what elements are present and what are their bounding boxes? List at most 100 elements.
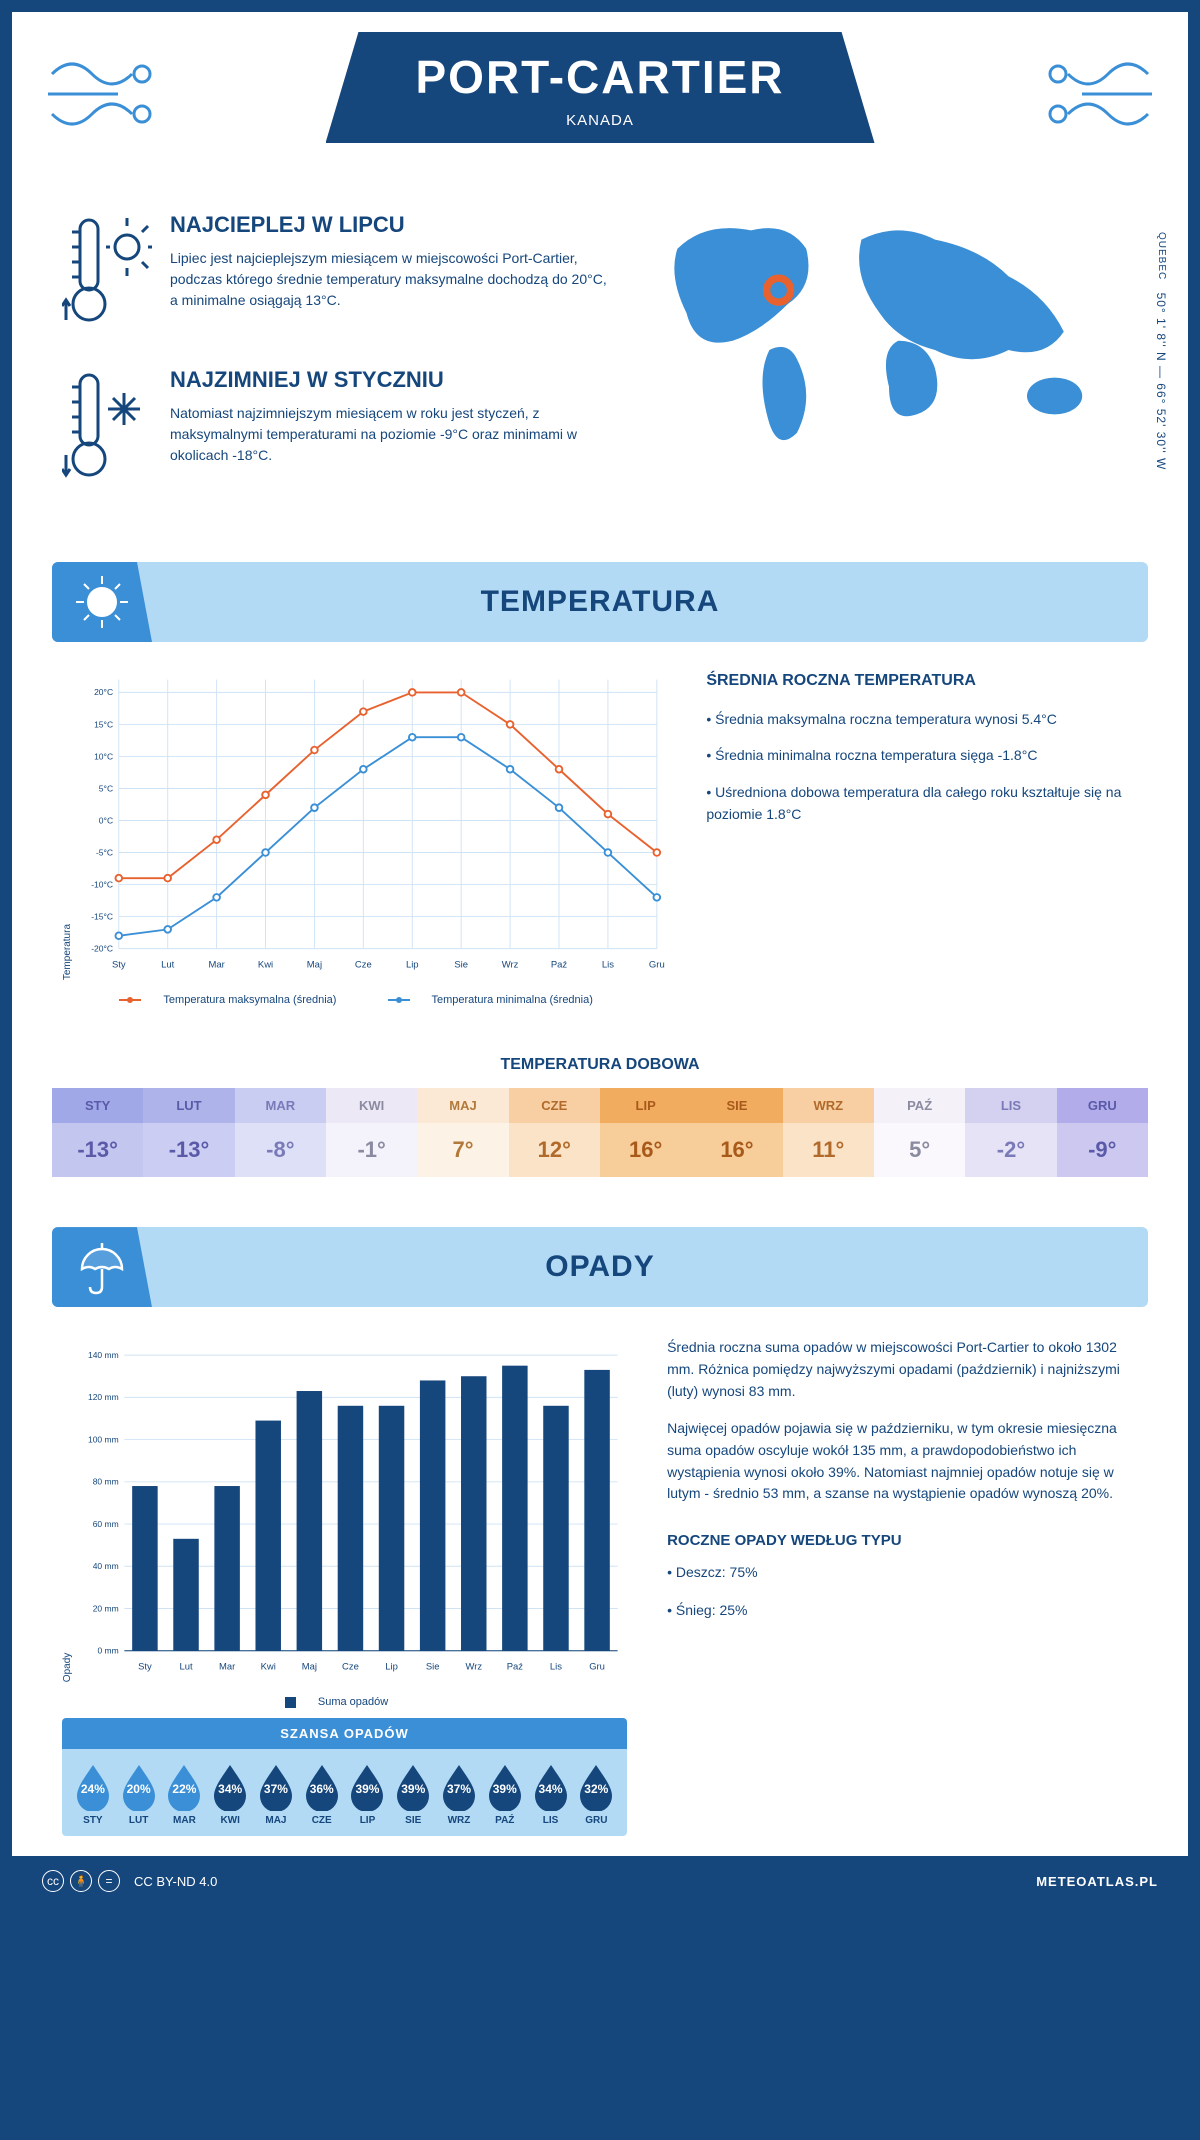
daily-cell: SIE16° bbox=[691, 1088, 782, 1177]
svg-text:Lis: Lis bbox=[602, 960, 614, 971]
svg-text:Sty: Sty bbox=[138, 1662, 152, 1673]
daily-cell: GRU-9° bbox=[1057, 1088, 1148, 1177]
svg-text:Mar: Mar bbox=[208, 960, 224, 971]
chance-cell: 39%PAŹ bbox=[482, 1763, 528, 1826]
svg-text:Paź: Paź bbox=[507, 1662, 524, 1673]
license-text: CC BY-ND 4.0 bbox=[134, 1874, 217, 1889]
thermometer-sun-icon bbox=[62, 212, 152, 337]
chance-cell: 22%MAR bbox=[162, 1763, 208, 1826]
svg-text:Sie: Sie bbox=[426, 1662, 440, 1673]
daily-cell: LIS-2° bbox=[965, 1088, 1056, 1177]
coldest-text: Natomiast najzimniejszym miesiącem w rok… bbox=[170, 403, 610, 466]
svg-text:Kwi: Kwi bbox=[261, 1662, 276, 1673]
daily-cell: CZE12° bbox=[509, 1088, 600, 1177]
svg-text:40 mm: 40 mm bbox=[93, 1561, 119, 1571]
temperature-info: ŚREDNIA ROCZNA TEMPERATURA • Średnia mak… bbox=[706, 672, 1138, 1006]
svg-text:Cze: Cze bbox=[342, 1662, 359, 1673]
svg-text:Lip: Lip bbox=[406, 960, 419, 971]
daily-cell: LIP16° bbox=[600, 1088, 691, 1177]
chance-title: SZANSA OPADÓW bbox=[62, 1718, 627, 1749]
svg-text:Sie: Sie bbox=[454, 960, 468, 971]
svg-text:15°C: 15°C bbox=[94, 719, 113, 729]
precip-p2: Najwięcej opadów pojawia się w październ… bbox=[667, 1418, 1138, 1505]
svg-text:80 mm: 80 mm bbox=[93, 1477, 119, 1487]
svg-text:Gru: Gru bbox=[589, 1662, 605, 1673]
temperature-heading: TEMPERATURA bbox=[481, 585, 720, 619]
precip-heading: OPADY bbox=[545, 1250, 654, 1284]
svg-text:Maj: Maj bbox=[302, 1662, 317, 1673]
daily-temp-title: TEMPERATURA DOBOWA bbox=[12, 1056, 1188, 1074]
coldest-title: NAJZIMNIEJ W STYCZNIU bbox=[170, 367, 610, 393]
thermometer-snow-icon bbox=[62, 367, 152, 492]
svg-text:Lip: Lip bbox=[385, 1662, 398, 1673]
svg-text:Sty: Sty bbox=[112, 960, 126, 971]
temp-legend: Temperatura maksymalna (średnia) Tempera… bbox=[62, 994, 666, 1006]
precip-type-line: • Deszcz: 75% bbox=[667, 1562, 1138, 1584]
svg-text:-10°C: -10°C bbox=[91, 879, 113, 889]
chance-cell: 39%LIP bbox=[345, 1763, 391, 1826]
svg-text:Paź: Paź bbox=[551, 960, 568, 971]
svg-text:20 mm: 20 mm bbox=[93, 1603, 119, 1613]
daily-temp-table: STY-13°LUT-13°MAR-8°KWI-1°MAJ7°CZE12°LIP… bbox=[52, 1088, 1148, 1177]
warmest-fact: NAJCIEPLEJ W LIPCU Lipiec jest najcieple… bbox=[62, 212, 610, 337]
svg-text:-15°C: -15°C bbox=[91, 911, 113, 921]
precip-p1: Średnia roczna suma opadów w miejscowośc… bbox=[667, 1337, 1138, 1402]
svg-text:Wrz: Wrz bbox=[502, 960, 519, 971]
cc-icon: cc bbox=[42, 1870, 64, 1892]
temp-y-axis-label: Temperatura bbox=[62, 672, 73, 980]
page-title: PORT-CARTIER bbox=[416, 50, 785, 104]
svg-text:10°C: 10°C bbox=[94, 751, 113, 761]
daily-cell: PAŹ5° bbox=[874, 1088, 965, 1177]
daily-cell: KWI-1° bbox=[326, 1088, 417, 1177]
svg-text:20°C: 20°C bbox=[94, 687, 113, 697]
temperature-line-chart: Temperatura -20°C-15°C-10°C-5°C0°C5°C10°… bbox=[62, 672, 666, 1006]
svg-text:Lut: Lut bbox=[179, 1662, 192, 1673]
svg-text:Mar: Mar bbox=[219, 1662, 235, 1673]
by-icon: 🧍 bbox=[70, 1870, 92, 1892]
warmest-text: Lipiec jest najcieplejszym miesiącem w m… bbox=[170, 248, 610, 311]
svg-text:0 mm: 0 mm bbox=[97, 1646, 118, 1656]
temp-info-line: • Średnia maksymalna roczna temperatura … bbox=[706, 708, 1138, 730]
svg-text:120 mm: 120 mm bbox=[88, 1392, 119, 1402]
intro-section: NAJCIEPLEJ W LIPCU Lipiec jest najcieple… bbox=[12, 192, 1188, 562]
daily-cell: MAR-8° bbox=[235, 1088, 326, 1177]
site-name: METEOATLAS.PL bbox=[1036, 1874, 1158, 1889]
svg-text:5°C: 5°C bbox=[99, 783, 113, 793]
chance-cell: 20%LUT bbox=[116, 1763, 162, 1826]
chance-cell: 37%MAJ bbox=[253, 1763, 299, 1826]
chance-cell: 34%KWI bbox=[207, 1763, 253, 1826]
svg-text:Gru: Gru bbox=[649, 960, 665, 971]
svg-text:Wrz: Wrz bbox=[465, 1662, 482, 1673]
temp-info-heading: ŚREDNIA ROCZNA TEMPERATURA bbox=[706, 672, 1138, 690]
precip-info: Średnia roczna suma opadów w miejscowośc… bbox=[667, 1337, 1138, 1836]
precip-legend: Suma opadów bbox=[62, 1696, 627, 1708]
precip-type-line: • Śnieg: 25% bbox=[667, 1600, 1138, 1622]
cc-icons: cc 🧍 = bbox=[42, 1870, 120, 1892]
chance-cell: 34%LIS bbox=[528, 1763, 574, 1826]
footer: cc 🧍 = CC BY-ND 4.0 METEOATLAS.PL bbox=[12, 1856, 1188, 1906]
svg-text:0°C: 0°C bbox=[99, 815, 113, 825]
svg-text:Lut: Lut bbox=[161, 960, 175, 971]
daily-cell: WRZ11° bbox=[783, 1088, 874, 1177]
chance-cell: 36%CZE bbox=[299, 1763, 345, 1826]
nd-icon: = bbox=[98, 1870, 120, 1892]
svg-text:140 mm: 140 mm bbox=[88, 1350, 119, 1360]
precip-y-axis-label: Opady bbox=[62, 1337, 73, 1682]
temp-info-line: • Średnia minimalna roczna temperatura s… bbox=[706, 744, 1138, 766]
precip-banner: OPADY bbox=[52, 1227, 1148, 1307]
svg-text:Maj: Maj bbox=[307, 960, 322, 971]
svg-text:Cze: Cze bbox=[355, 960, 372, 971]
svg-text:60 mm: 60 mm bbox=[93, 1519, 119, 1529]
svg-text:-5°C: -5°C bbox=[96, 847, 113, 857]
region-label: QUEBEC bbox=[1156, 232, 1167, 280]
chance-cell: 37%WRZ bbox=[436, 1763, 482, 1826]
coldest-fact: NAJZIMNIEJ W STYCZNIU Natomiast najzimni… bbox=[62, 367, 610, 492]
page-subtitle: KANADA bbox=[416, 112, 785, 129]
wind-icon bbox=[42, 44, 162, 144]
world-map: QUEBEC 50° 1' 8'' N — 66° 52' 30'' W bbox=[640, 212, 1138, 522]
precip-types-title: ROCZNE OPADY WEDŁUG TYPU bbox=[667, 1529, 1138, 1552]
precip-chance-panel: SZANSA OPADÓW 24%STY20%LUT22%MAR34%KWI37… bbox=[62, 1718, 627, 1836]
svg-text:Kwi: Kwi bbox=[258, 960, 273, 971]
chance-cell: 24%STY bbox=[70, 1763, 116, 1826]
daily-cell: MAJ7° bbox=[417, 1088, 508, 1177]
